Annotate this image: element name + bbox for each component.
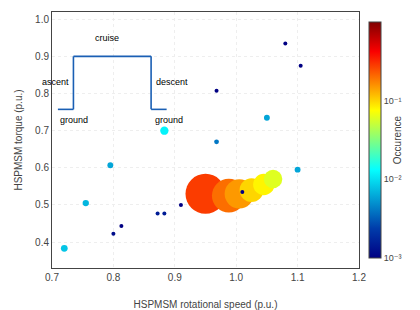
- svg-text:0.5: 0.5: [35, 199, 49, 210]
- svg-text:10⁻¹: 10⁻¹: [384, 96, 402, 106]
- svg-text:1.2: 1.2: [352, 272, 366, 283]
- svg-text:1.0: 1.0: [229, 272, 243, 283]
- svg-text:0.8: 0.8: [106, 272, 120, 283]
- svg-text:descent: descent: [156, 77, 188, 87]
- svg-text:ascent: ascent: [42, 77, 69, 87]
- svg-text:10⁻³: 10⁻³: [384, 253, 402, 263]
- svg-text:10⁻²: 10⁻²: [384, 174, 402, 184]
- svg-text:1.1: 1.1: [291, 272, 305, 283]
- svg-text:0.8: 0.8: [35, 88, 49, 99]
- svg-text:Occurence: Occurence: [392, 115, 403, 164]
- svg-text:0.4: 0.4: [35, 237, 49, 248]
- svg-text:0.6: 0.6: [35, 162, 49, 173]
- svg-text:1.0: 1.0: [35, 14, 49, 25]
- svg-text:ground: ground: [155, 115, 183, 125]
- svg-text:ground: ground: [60, 115, 88, 125]
- svg-text:0.7: 0.7: [35, 125, 49, 136]
- svg-text:cruise: cruise: [95, 33, 119, 43]
- svg-text:0.9: 0.9: [35, 51, 49, 62]
- svg-text:0.7: 0.7: [45, 272, 59, 283]
- svg-text:0.9: 0.9: [168, 272, 182, 283]
- svg-text:HSPMSM torque (p.u.): HSPMSM torque (p.u.): [13, 89, 24, 190]
- svg-text:HSPMSM rotational speed (p.u.): HSPMSM rotational speed (p.u.): [134, 299, 278, 310]
